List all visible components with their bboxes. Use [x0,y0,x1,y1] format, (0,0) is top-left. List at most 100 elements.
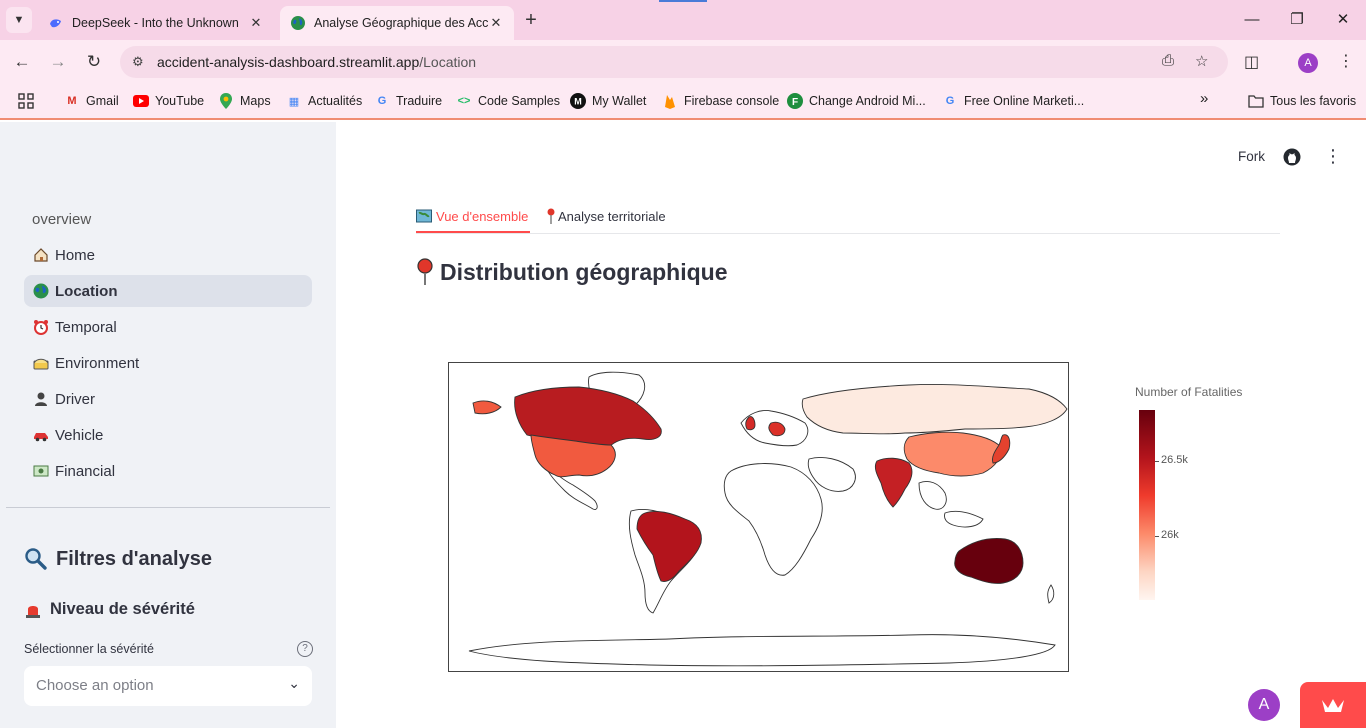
sidebar-item-location[interactable]: Location [24,275,312,307]
alarm-clock-icon [32,318,50,336]
bookmark-maps[interactable]: Maps [218,93,271,109]
browser-tab-strip: ▼ DeepSeek - Into the Unknown ✕ Analyse … [0,0,1366,40]
chevron-down-icon: ⌄ [288,675,300,691]
sidebar-item-label: Temporal [55,318,117,336]
browser-tab-deepseek[interactable]: DeepSeek - Into the Unknown ✕ [38,6,274,40]
streamlit-deploy-badge[interactable] [1300,682,1366,728]
country-brazil[interactable] [636,510,702,582]
page-title: Distribution géographique [416,258,728,286]
money-icon [32,462,50,480]
sidebar-item-label: Financial [55,462,116,480]
reload-button[interactable]: ↻ [86,52,102,71]
filters-heading: Filtres d'analyse [24,547,212,571]
severity-placeholder: Choose an option [36,677,154,694]
bookmark-change-android[interactable]: F Change Android Mi... [787,93,926,109]
sidebar-item-home[interactable]: Home [24,239,312,271]
sidebar-item-financial[interactable]: Financial [24,455,312,487]
extensions-icon[interactable]: ◫ [1244,54,1260,71]
omnibox[interactable]: ⚙ accident-analysis-dashboard.streamlit.… [120,46,1228,78]
country-germany[interactable] [768,421,786,437]
tab-vue-ensemble[interactable]: Vue d'ensemble [416,204,528,228]
nav-section-title: overview [32,211,92,228]
forward-button[interactable]: → [49,52,67,71]
app-menu-icon[interactable]: ⋮ [1324,146,1342,166]
sidebar-item-temporal[interactable]: Temporal [24,311,312,343]
address-bar-row: ← → ↻ ⚙ accident-analysis-dashboard.stre… [0,40,1366,84]
bookmark-free-online-marketing[interactable]: G Free Online Marketi... [942,93,1084,109]
bookmark-youtube[interactable]: YouTube [133,93,204,109]
bookmark-gmail[interactable]: M Gmail [64,93,118,109]
profile-avatar[interactable]: A [1298,53,1318,73]
sidebar-item-vehicle[interactable]: Vehicle [24,419,312,451]
code-icon: <> [457,95,471,107]
country-se-asia-base [918,481,984,528]
tab-indicator [659,0,707,2]
crown-icon [1320,696,1346,714]
content-tabs: Vue d'ensemble Analyse territoriale [416,200,1280,234]
car-icon [32,426,50,444]
colorbar-tick-label: 26.5k [1161,454,1188,466]
close-icon[interactable]: ✕ [250,15,262,30]
apps-grid-icon[interactable] [18,93,34,109]
tab-title: Analyse Géographique des Acc [314,16,488,30]
pin-icon [546,208,556,224]
firebase-icon [662,93,678,109]
bookmark-code-samples[interactable]: <> Code Samples [457,94,560,108]
country-antarctica [468,634,1056,667]
browser-tab-analyse[interactable]: Analyse Géographique des Acc ✕ [280,6,514,40]
sidebar-item-label: Location [55,282,118,300]
map-icon [416,209,432,223]
country-united-kingdom[interactable] [745,416,756,431]
user-avatar-button[interactable]: A [1248,689,1280,721]
site-settings-icon[interactable]: ⚙ [132,54,144,69]
globe-icon [32,282,50,300]
sidebar-item-label: Home [55,246,96,264]
help-icon[interactable]: ? [297,641,313,657]
youtube-icon [133,93,149,109]
all-bookmarks[interactable]: Tous les favoris [1248,93,1356,109]
severity-heading: Niveau de sévérité [24,600,195,619]
country-india[interactable] [874,457,913,508]
severity-label: Sélectionner la sévérité [24,642,154,656]
siren-icon [24,601,42,619]
sidebar-item-label: Vehicle [55,426,104,444]
bookmark-my-wallet[interactable]: M My Wallet [570,93,646,109]
close-window-button[interactable]: ✕ [1336,11,1350,28]
deepseek-whale-icon [48,15,64,31]
bookmarks-overflow-button[interactable]: » [1200,90,1209,107]
close-icon[interactable]: ✕ [490,15,502,30]
github-icon[interactable] [1283,148,1301,169]
severity-select[interactable]: Choose an option ⌄ [24,666,312,706]
new-tab-button[interactable]: + [525,9,537,31]
tab-title: DeepSeek - Into the Unknown [72,16,239,30]
back-button[interactable]: ← [13,52,31,71]
country-united-states[interactable] [472,400,616,478]
tab-analyse-territoriale[interactable]: Analyse territoriale [546,204,666,228]
countries-layer [468,371,1068,667]
choropleth-map[interactable] [448,362,1069,672]
world-map-svg [468,371,1068,667]
bookmark-traduire[interactable]: G Traduire [374,93,442,109]
svg-text:F: F [792,97,798,108]
bookmark-star-icon[interactable]: ☆ [1195,53,1209,70]
country-japan[interactable] [992,434,1011,464]
person-icon [32,390,50,408]
bookmark-actualites[interactable]: ▦ Actualités [286,93,362,109]
country-australia[interactable] [954,538,1024,584]
minimize-button[interactable]: — [1244,11,1260,28]
restore-button[interactable]: ❐ [1290,11,1304,28]
sidebar-item-driver[interactable]: Driver [24,383,312,415]
gmail-icon: M [67,95,77,107]
country-russia[interactable] [801,384,1068,435]
tab-search-button[interactable]: ▼ [6,7,32,33]
country-middle-east-base [807,457,856,492]
fork-button[interactable]: Fork [1238,149,1265,164]
url-text[interactable]: accident-analysis-dashboard.streamlit.ap… [157,54,477,70]
sidebar-item-environment[interactable]: Environment [24,347,312,379]
bookmark-firebase[interactable]: Firebase console [662,93,779,109]
country-china[interactable] [903,431,1002,477]
sidebar: overview Home Location Temporal Environm… [0,122,336,728]
install-app-icon[interactable]: ⎙ [1162,52,1175,69]
browser-menu-icon[interactable]: ⋮ [1338,53,1354,70]
maps-pin-icon [218,93,234,109]
